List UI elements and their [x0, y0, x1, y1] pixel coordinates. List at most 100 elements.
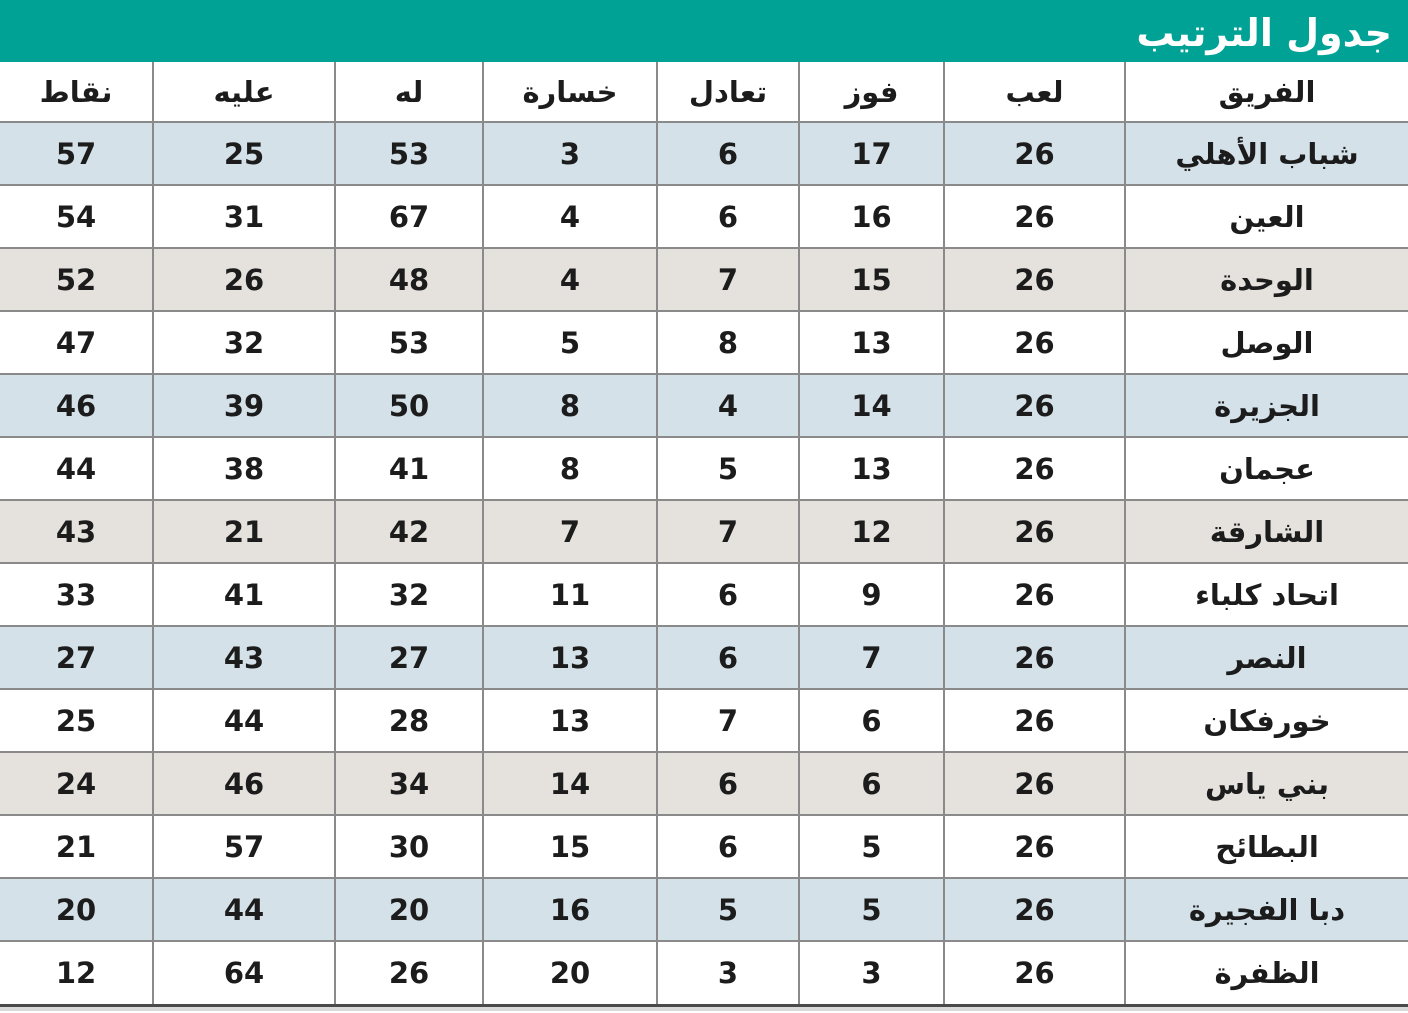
wins-cell: 15	[798, 247, 945, 312]
page-title: جدول الترتيب	[1136, 11, 1392, 55]
draws-cell: 5	[656, 436, 800, 501]
draws-cell: 7	[656, 247, 800, 312]
points-cell: 20	[0, 877, 154, 942]
draws-cell: 4	[656, 373, 800, 438]
col-header-draws: تعادل	[656, 62, 800, 123]
wins-cell: 6	[798, 688, 945, 753]
table-row: دبا الفجيرة 26 5 5 16 20 44 20	[0, 877, 1408, 942]
table-row: البطائح 26 5 6 15 30 57 21	[0, 814, 1408, 879]
played-cell: 26	[943, 688, 1126, 753]
col-header-wins: فوز	[798, 62, 945, 123]
wins-cell: 16	[798, 184, 945, 249]
goals-for-cell: 26	[334, 940, 484, 1004]
table-row: النصر 26 7 6 13 27 43 27	[0, 625, 1408, 690]
header-row: الفريق لعب فوز تعادل خسارة له عليه نقاط	[0, 62, 1408, 123]
goals-against-cell: 26	[152, 247, 336, 312]
draws-cell: 6	[656, 562, 800, 627]
losses-cell: 3	[482, 121, 658, 186]
losses-cell: 13	[482, 625, 658, 690]
wins-cell: 5	[798, 814, 945, 879]
losses-cell: 16	[482, 877, 658, 942]
team-name-cell: دبا الفجيرة	[1124, 877, 1408, 942]
table-bottom-rule	[0, 1004, 1408, 1007]
played-cell: 26	[943, 625, 1126, 690]
played-cell: 26	[943, 373, 1126, 438]
team-name-cell: العين	[1124, 184, 1408, 249]
table-row: الظفرة 26 3 3 20 26 64 12	[0, 940, 1408, 1004]
team-name-cell: خورفكان	[1124, 688, 1408, 753]
team-name-cell: الوحدة	[1124, 247, 1408, 312]
points-cell: 46	[0, 373, 154, 438]
draws-cell: 7	[656, 499, 800, 564]
draws-cell: 3	[656, 940, 800, 1004]
goals-for-cell: 34	[334, 751, 484, 816]
goals-for-cell: 42	[334, 499, 484, 564]
wins-cell: 14	[798, 373, 945, 438]
goals-against-cell: 44	[152, 688, 336, 753]
goals-for-cell: 53	[334, 121, 484, 186]
losses-cell: 4	[482, 247, 658, 312]
losses-cell: 13	[482, 688, 658, 753]
draws-cell: 6	[656, 625, 800, 690]
goals-against-cell: 44	[152, 877, 336, 942]
goals-against-cell: 38	[152, 436, 336, 501]
points-cell: 52	[0, 247, 154, 312]
page-bottom-strip	[0, 1007, 1408, 1011]
losses-cell: 7	[482, 499, 658, 564]
draws-cell: 6	[656, 121, 800, 186]
team-name-cell: عجمان	[1124, 436, 1408, 501]
draws-cell: 6	[656, 751, 800, 816]
points-cell: 43	[0, 499, 154, 564]
played-cell: 26	[943, 940, 1126, 1004]
col-header-points: نقاط	[0, 62, 154, 123]
goals-against-cell: 39	[152, 373, 336, 438]
goals-against-cell: 31	[152, 184, 336, 249]
draws-cell: 6	[656, 814, 800, 879]
team-name-cell: الشارقة	[1124, 499, 1408, 564]
goals-for-cell: 28	[334, 688, 484, 753]
points-cell: 27	[0, 625, 154, 690]
goals-against-cell: 21	[152, 499, 336, 564]
goals-for-cell: 53	[334, 310, 484, 375]
team-name-cell: النصر	[1124, 625, 1408, 690]
table-row: الجزيرة 26 14 4 8 50 39 46	[0, 373, 1408, 438]
table-row: خورفكان 26 6 7 13 28 44 25	[0, 688, 1408, 753]
losses-cell: 5	[482, 310, 658, 375]
team-name-cell: بني ياس	[1124, 751, 1408, 816]
wins-cell: 13	[798, 310, 945, 375]
table-row: اتحاد كلباء 26 9 6 11 32 41 33	[0, 562, 1408, 627]
goals-against-cell: 43	[152, 625, 336, 690]
col-header-played: لعب	[943, 62, 1126, 123]
col-header-team: الفريق	[1124, 62, 1408, 123]
played-cell: 26	[943, 814, 1126, 879]
goals-for-cell: 32	[334, 562, 484, 627]
goals-for-cell: 41	[334, 436, 484, 501]
wins-cell: 9	[798, 562, 945, 627]
goals-for-cell: 50	[334, 373, 484, 438]
draws-cell: 8	[656, 310, 800, 375]
team-name-cell: البطائح	[1124, 814, 1408, 879]
played-cell: 26	[943, 751, 1126, 816]
table-row: الوصل 26 13 8 5 53 32 47	[0, 310, 1408, 375]
goals-against-cell: 46	[152, 751, 336, 816]
table-row: شباب الأهلي 26 17 6 3 53 25 57	[0, 121, 1408, 186]
team-name-cell: الظفرة	[1124, 940, 1408, 1004]
standings-table: الفريق لعب فوز تعادل خسارة له عليه نقاط …	[0, 62, 1408, 1004]
draws-cell: 6	[656, 184, 800, 249]
points-cell: 25	[0, 688, 154, 753]
goals-against-cell: 57	[152, 814, 336, 879]
table-row: بني ياس 26 6 6 14 34 46 24	[0, 751, 1408, 816]
team-name-cell: الجزيرة	[1124, 373, 1408, 438]
points-cell: 33	[0, 562, 154, 627]
table-row: الشارقة 26 12 7 7 42 21 43	[0, 499, 1408, 564]
wins-cell: 12	[798, 499, 945, 564]
losses-cell: 8	[482, 373, 658, 438]
team-name-cell: اتحاد كلباء	[1124, 562, 1408, 627]
played-cell: 26	[943, 184, 1126, 249]
points-cell: 12	[0, 940, 154, 1004]
goals-for-cell: 27	[334, 625, 484, 690]
points-cell: 21	[0, 814, 154, 879]
goals-against-cell: 41	[152, 562, 336, 627]
losses-cell: 11	[482, 562, 658, 627]
